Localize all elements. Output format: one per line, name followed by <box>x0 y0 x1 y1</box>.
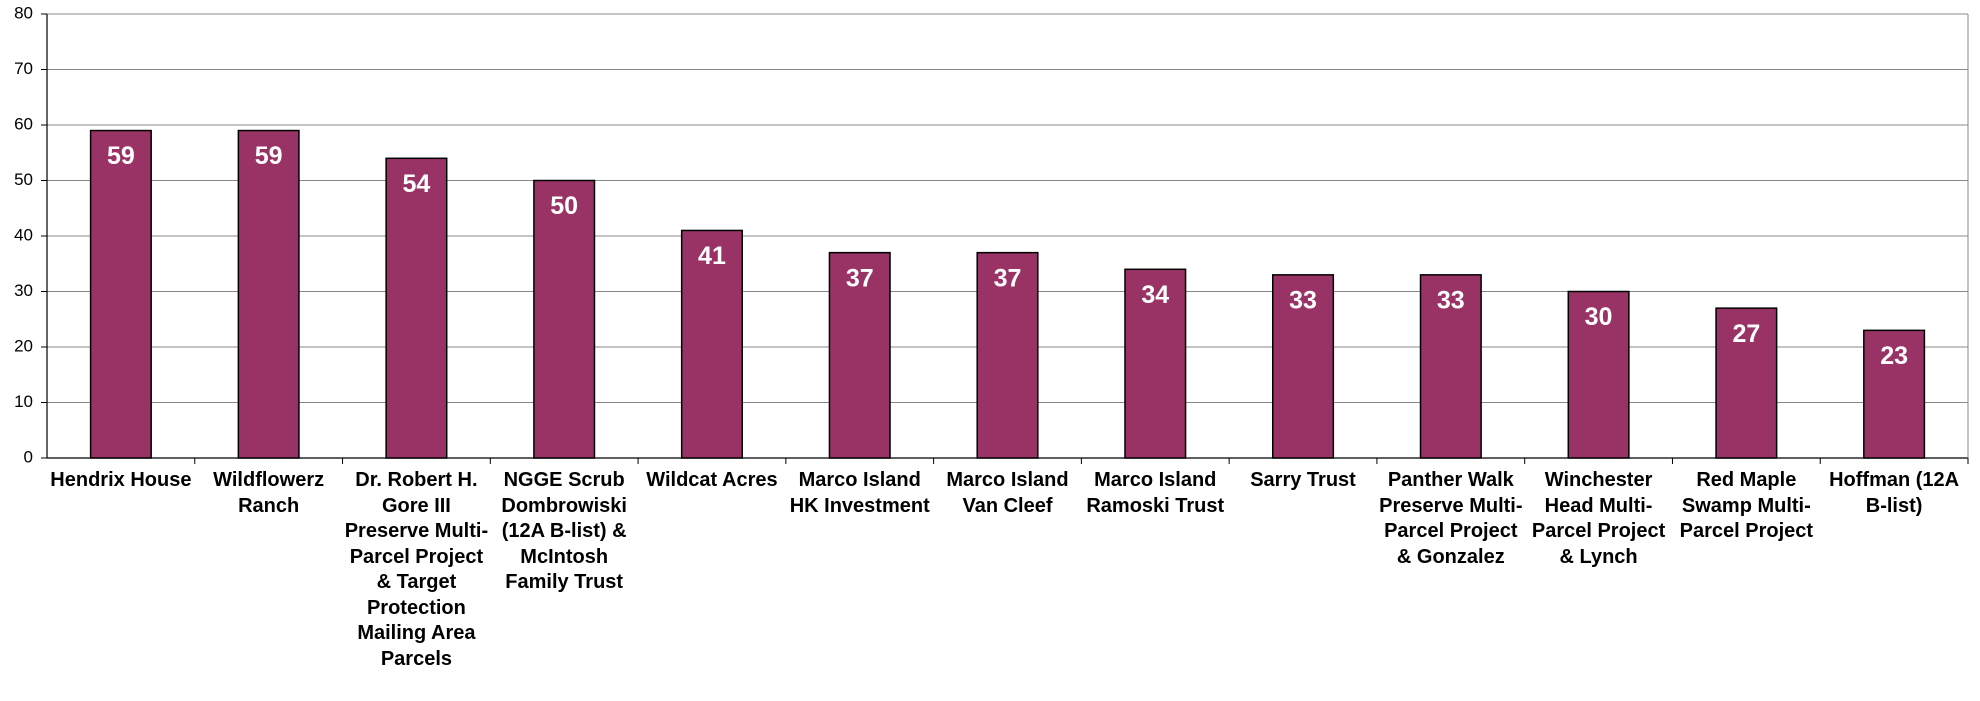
data-label: 41 <box>698 242 726 270</box>
data-label: 34 <box>1141 281 1169 309</box>
x-tick-label: Winchester Head Multi-Parcel Project & L… <box>1531 469 1666 568</box>
x-tick-label: Red Maple Swamp Multi-Parcel Project <box>1679 469 1814 542</box>
data-label: 37 <box>994 264 1022 292</box>
bar <box>237 129 300 459</box>
x-tick-label: Marco Island HK Investment <box>789 469 930 517</box>
data-label: 59 <box>255 142 283 170</box>
data-label: 23 <box>1880 342 1908 370</box>
x-tick-label: Sarry Trust <box>1250 469 1356 491</box>
y-tick-label: 60 <box>14 114 33 133</box>
x-tick-label: Dr. Robert H. Gore III Preserve Multi-Pa… <box>344 469 489 670</box>
x-tick-label: Wildflowerz Ranch <box>213 469 325 517</box>
x-tick-label: Marco Island Van Cleef <box>946 469 1069 517</box>
y-tick-label: 0 <box>24 447 33 466</box>
bar <box>1863 329 1926 459</box>
data-label: 50 <box>550 192 578 220</box>
bar <box>385 157 448 459</box>
data-label: 59 <box>107 142 135 170</box>
data-label: 30 <box>1585 303 1613 331</box>
y-tick-label: 10 <box>14 392 33 411</box>
data-label: 33 <box>1289 286 1317 314</box>
y-tick-label: 80 <box>14 3 33 22</box>
data-label: 37 <box>846 264 874 292</box>
x-tick-label: NGGE Scrub Dombrowiski (12A B-list) & Mc… <box>501 469 627 593</box>
y-tick-label: 70 <box>14 59 33 78</box>
y-tick-label: 50 <box>14 170 33 189</box>
x-tick-label: Panther Walk Preserve Multi-Parcel Proje… <box>1379 469 1523 568</box>
x-tick-label: Marco Island Ramoski Trust <box>1086 469 1225 517</box>
x-tick-label: Hendrix House <box>50 469 192 491</box>
bar <box>1271 274 1335 459</box>
bar <box>533 179 596 459</box>
bar <box>976 251 1039 459</box>
bar <box>1419 274 1482 459</box>
x-tick-label: Wildcat Acres <box>646 469 778 491</box>
bar <box>680 229 744 459</box>
x-tick-label: Hoffman (12A B-list) <box>1829 469 1960 517</box>
bar <box>89 129 152 459</box>
bar <box>828 251 891 459</box>
y-tick-label: 30 <box>14 281 33 300</box>
y-tick-label: 20 <box>14 336 33 355</box>
data-label: 33 <box>1437 286 1465 314</box>
data-label: 54 <box>403 170 431 198</box>
bar <box>1567 290 1630 459</box>
y-tick-label: 40 <box>14 225 33 244</box>
bar <box>1124 268 1187 459</box>
data-label: 27 <box>1732 320 1760 348</box>
bar <box>1715 307 1778 459</box>
